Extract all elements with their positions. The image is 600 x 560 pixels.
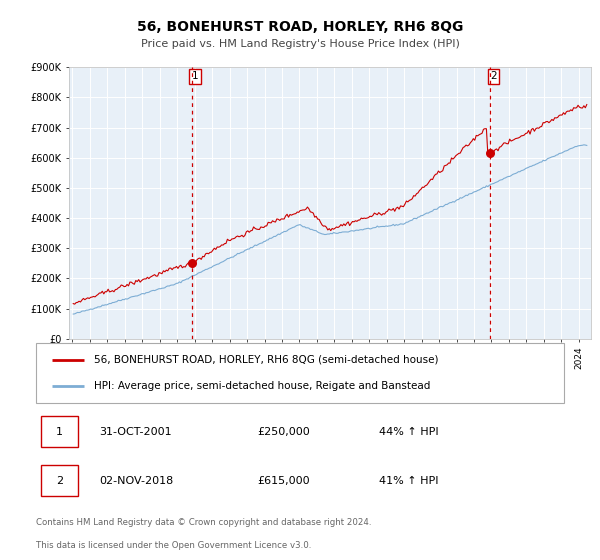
Text: 44% ↑ HPI: 44% ↑ HPI (379, 427, 439, 437)
Text: 1: 1 (192, 71, 199, 81)
Text: 31-OCT-2001: 31-OCT-2001 (100, 427, 172, 437)
Point (187, 259, 197, 268)
Text: 56, BONEHURST ROAD, HORLEY, RH6 8QG: 56, BONEHURST ROAD, HORLEY, RH6 8QG (137, 20, 463, 34)
Text: 2: 2 (56, 475, 64, 486)
Text: £250,000: £250,000 (258, 427, 311, 437)
Text: 41% ↑ HPI: 41% ↑ HPI (379, 475, 439, 486)
Text: Contains HM Land Registry data © Crown copyright and database right 2024.: Contains HM Land Registry data © Crown c… (36, 518, 371, 527)
Text: Price paid vs. HM Land Registry's House Price Index (HPI): Price paid vs. HM Land Registry's House … (140, 39, 460, 49)
Bar (41, 417, 78, 447)
Text: 2: 2 (490, 71, 497, 81)
Point (485, 149, 495, 158)
Text: £615,000: £615,000 (258, 475, 310, 486)
Text: 56, BONEHURST ROAD, HORLEY, RH6 8QG (semi-detached house): 56, BONEHURST ROAD, HORLEY, RH6 8QG (sem… (94, 354, 439, 365)
Text: This data is licensed under the Open Government Licence v3.0.: This data is licensed under the Open Gov… (36, 541, 311, 550)
Bar (41, 465, 78, 496)
Text: 02-NOV-2018: 02-NOV-2018 (100, 475, 173, 486)
Text: HPI: Average price, semi-detached house, Reigate and Banstead: HPI: Average price, semi-detached house,… (94, 381, 430, 391)
Text: 1: 1 (56, 427, 63, 437)
